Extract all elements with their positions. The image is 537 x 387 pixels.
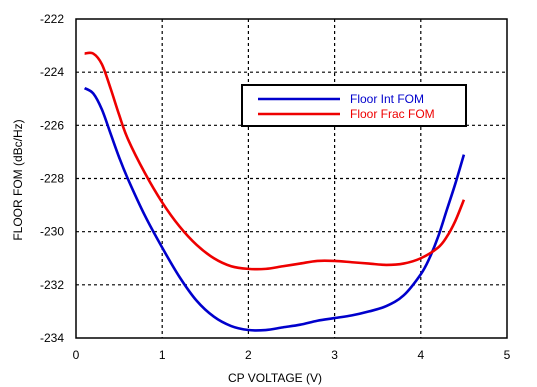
y-tick-label: -224 xyxy=(40,65,64,79)
plot-area-frame xyxy=(75,18,508,339)
y-tick-label: -234 xyxy=(40,331,64,345)
grid xyxy=(76,19,507,338)
x-axis-label: CP VOLTAGE (V) xyxy=(228,371,322,385)
x-tick-label: 5 xyxy=(504,348,511,362)
y-tick-label: -228 xyxy=(40,172,64,186)
series-line-floor-frac-fom xyxy=(84,51,466,271)
x-tick-labels: 0 1 2 3 4 5 xyxy=(73,348,511,362)
x-tick-label: 2 xyxy=(245,348,252,362)
series-line-floor-int-fom xyxy=(83,86,466,332)
x-tick-label: 4 xyxy=(417,348,424,362)
y-tick-labels: -234 -232 -230 -228 -226 -224 -222 xyxy=(40,12,64,345)
legend-label: Floor Frac FOM xyxy=(350,107,435,121)
y-tick-label: -222 xyxy=(40,12,64,26)
y-tick-label: -226 xyxy=(40,118,64,132)
y-axis-label: FLOOR FOM (dBc/Hz) xyxy=(11,119,25,240)
x-tick-label: 1 xyxy=(159,348,166,362)
y-tick-label: -232 xyxy=(40,278,64,292)
legend-box xyxy=(241,84,467,127)
x-tick-label: 0 xyxy=(73,348,80,362)
x-tick-label: 3 xyxy=(331,348,338,362)
legend-label: Floor Int FOM xyxy=(350,92,424,106)
y-tick-label: -230 xyxy=(40,225,64,239)
series-layer xyxy=(83,51,466,332)
